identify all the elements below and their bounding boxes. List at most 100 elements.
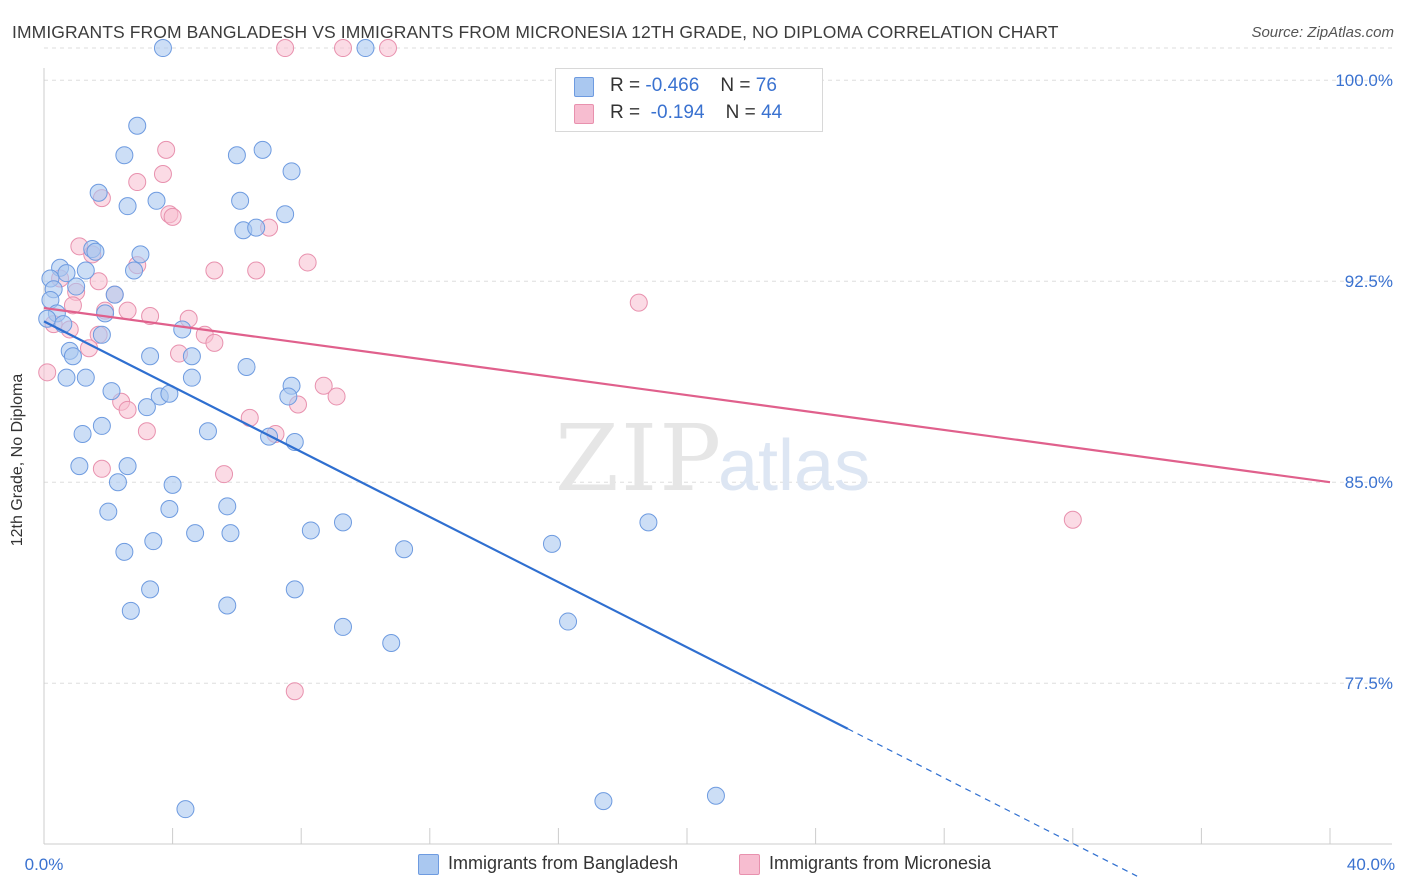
- data-point-bangladesh: [108, 473, 127, 492]
- legend-r-label: R =: [610, 102, 641, 123]
- data-point-bangladesh: [253, 140, 272, 159]
- legend-n-value: 44: [761, 102, 783, 123]
- data-point-micronesia: [153, 165, 172, 183]
- data-point-micronesia: [379, 39, 398, 58]
- data-point-micronesia: [314, 376, 333, 395]
- data-point-micronesia: [92, 459, 111, 478]
- data-point-bangladesh: [198, 422, 217, 441]
- data-point-bangladesh: [89, 183, 108, 202]
- bottom-legend-swatch-pink: [739, 854, 760, 875]
- data-point-micronesia: [276, 39, 295, 58]
- tick-labels: 77.5% 85.0% 92.5% 100.0% 0.0% 40.0%: [25, 71, 1395, 874]
- data-point-bangladesh: [121, 601, 140, 620]
- data-point-bangladesh: [186, 524, 205, 543]
- data-point-bangladesh: [279, 387, 298, 406]
- data-point-micronesia: [327, 387, 346, 406]
- data-point-micronesia: [118, 301, 137, 320]
- axes: [43, 68, 1392, 845]
- trend-line-micronesia: [43, 306, 1331, 484]
- data-point-bangladesh: [76, 261, 95, 280]
- data-point-bangladesh: [160, 500, 179, 518]
- data-point-bangladesh: [356, 39, 375, 58]
- data-point-bangladesh: [125, 261, 144, 280]
- data-point-bangladesh: [118, 457, 137, 476]
- trend-line-bangladesh: [43, 320, 849, 730]
- bottom-legend-label: Immigrants from Bangladesh: [448, 853, 679, 873]
- data-point-bangladesh: [137, 398, 156, 417]
- data-point-micronesia: [89, 272, 108, 291]
- data-point-bangladesh: [118, 197, 137, 216]
- data-point-micronesia: [63, 296, 82, 315]
- data-point-bangladesh: [153, 39, 172, 58]
- data-point-bangladesh: [67, 277, 86, 296]
- data-point-bangladesh: [57, 368, 76, 387]
- data-point-bangladesh: [99, 502, 118, 521]
- data-point-micronesia: [247, 261, 266, 280]
- data-point-micronesia: [157, 140, 176, 159]
- legend-n-value: 76: [755, 75, 777, 96]
- micronesia-points: [38, 39, 1082, 701]
- data-point-bangladesh: [285, 580, 304, 599]
- data-point-micronesia: [205, 333, 224, 352]
- x-tick-label: 40.0%: [1347, 855, 1395, 874]
- data-point-micronesia: [1063, 510, 1082, 529]
- data-point-micronesia: [215, 465, 234, 484]
- data-point-bangladesh: [559, 612, 578, 631]
- bottom-legend-label: Immigrants from Micronesia: [769, 853, 992, 873]
- data-point-bangladesh: [73, 424, 92, 443]
- legend-swatch-pink: [574, 104, 594, 124]
- data-point-bangladesh: [227, 146, 246, 165]
- legend-swatch-blue: [574, 77, 594, 97]
- data-point-micronesia: [629, 293, 648, 312]
- bottom-legend-swatch-blue: [418, 854, 439, 875]
- data-point-bangladesh: [333, 617, 352, 636]
- data-point-bangladesh: [182, 368, 201, 387]
- data-point-bangladesh: [141, 347, 160, 366]
- data-point-bangladesh: [182, 347, 201, 366]
- y-tick-label: 100.0%: [1335, 71, 1393, 90]
- data-point-bangladesh: [639, 513, 658, 532]
- data-point-bangladesh: [176, 800, 195, 819]
- data-point-micronesia: [333, 39, 352, 58]
- data-point-micronesia: [137, 422, 156, 441]
- data-point-micronesia: [298, 253, 317, 272]
- data-point-micronesia: [38, 363, 57, 382]
- data-point-bangladesh: [395, 540, 414, 559]
- data-point-micronesia: [205, 261, 224, 280]
- data-point-bangladesh: [144, 532, 163, 551]
- source-label: Source: ZipAtlas.com: [1251, 24, 1394, 41]
- legend-r-label: R =: [610, 75, 641, 96]
- chart-title: IMMIGRANTS FROM BANGLADESH VS IMMIGRANTS…: [12, 22, 1059, 42]
- data-point-bangladesh: [333, 513, 352, 532]
- data-point-bangladesh: [231, 191, 250, 210]
- watermark-atlas: atlas: [718, 426, 870, 506]
- y-tick-label: 92.5%: [1345, 272, 1393, 291]
- legend-r-value: -0.466: [645, 75, 700, 96]
- legend-n-label: N =: [720, 75, 751, 96]
- grid-lines: [44, 47, 1392, 684]
- data-point-bangladesh: [63, 347, 82, 366]
- data-point-bangladesh: [163, 475, 182, 494]
- x-tick-label: 0.0%: [25, 855, 64, 874]
- data-point-bangladesh: [92, 325, 111, 344]
- data-point-bangladesh: [38, 309, 57, 328]
- data-point-bangladesh: [105, 285, 124, 304]
- data-point-bangladesh: [76, 368, 95, 387]
- data-point-bangladesh: [128, 116, 147, 135]
- data-point-bangladesh: [147, 191, 166, 210]
- correlation-legend: R = -0.466 N = 76 R = -0.194 N = 44: [555, 68, 823, 132]
- data-point-bangladesh: [102, 382, 121, 401]
- data-point-bangladesh: [218, 497, 237, 516]
- data-point-bangladesh: [131, 245, 150, 264]
- data-point-bangladesh: [218, 596, 237, 615]
- data-point-bangladesh: [115, 542, 134, 561]
- data-point-bangladesh: [247, 218, 266, 237]
- data-point-bangladesh: [594, 792, 613, 811]
- data-point-bangladesh: [382, 634, 401, 652]
- y-tick-label: 77.5%: [1345, 674, 1393, 693]
- data-point-micronesia: [128, 173, 147, 192]
- data-point-micronesia: [285, 682, 304, 701]
- data-point-micronesia: [118, 400, 137, 419]
- data-point-bangladesh: [96, 304, 115, 323]
